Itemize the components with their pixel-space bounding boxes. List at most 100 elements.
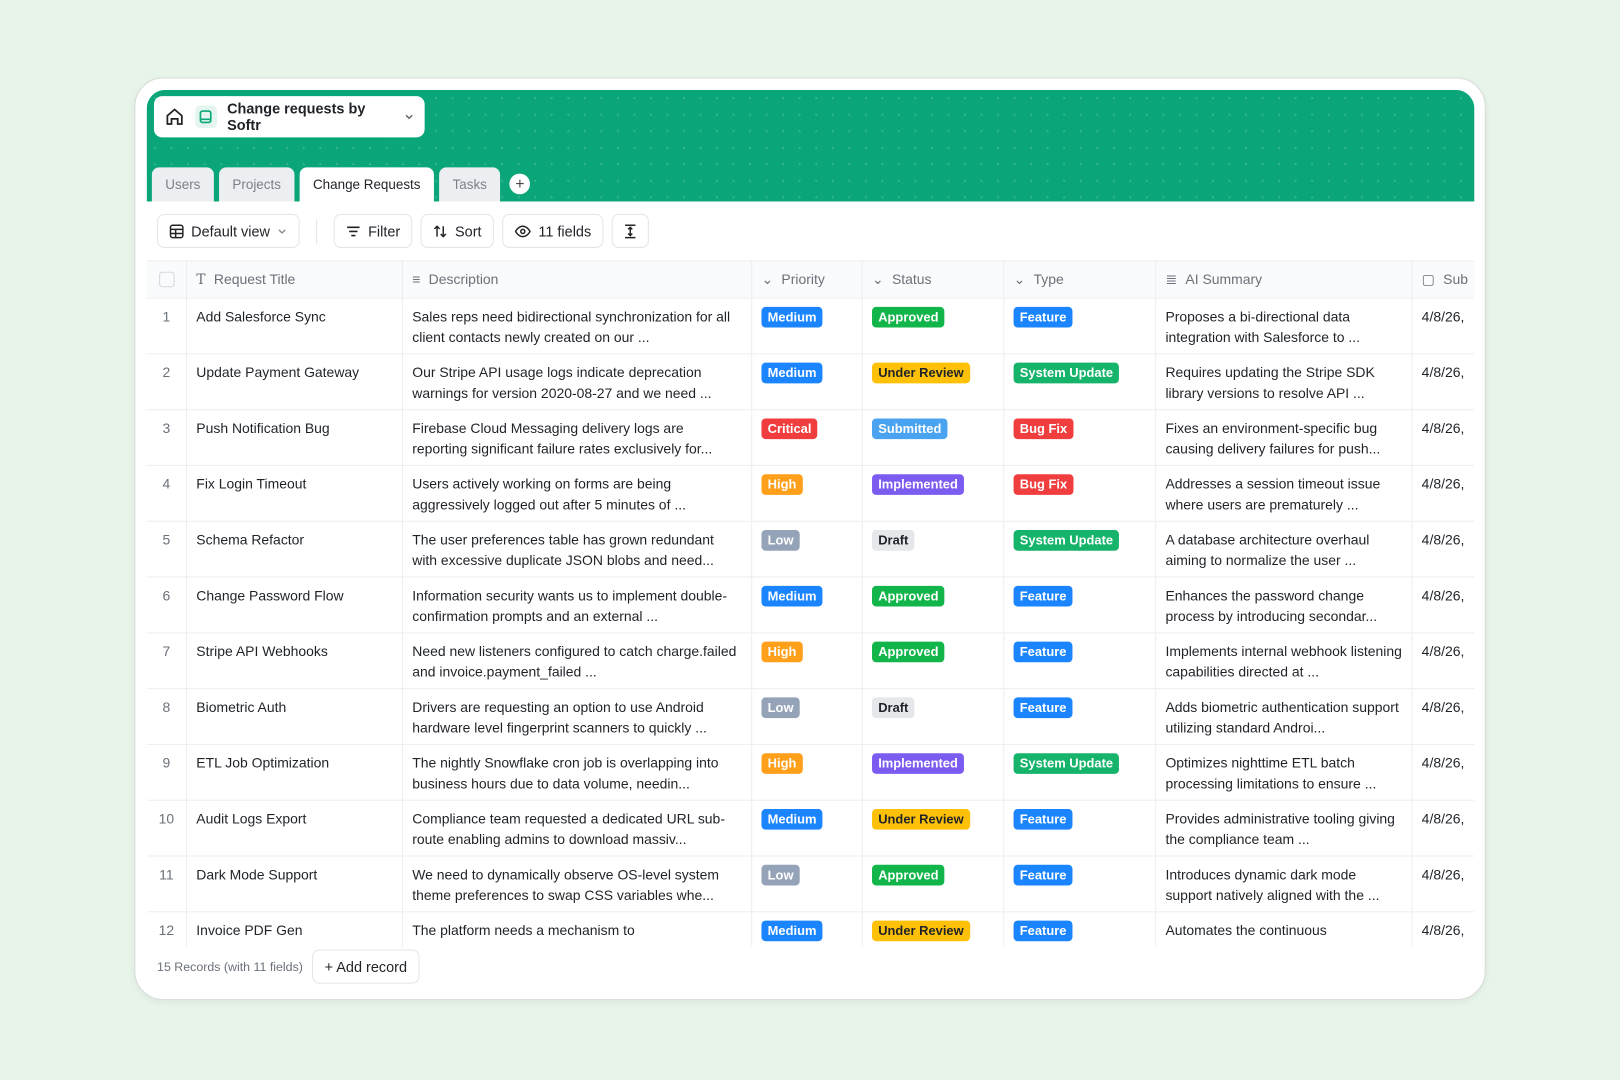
column-header-title[interactable]: T Request Title [187, 261, 403, 298]
description-cell[interactable]: Information security wants us to impleme… [403, 577, 753, 633]
ai-summary-cell[interactable]: Automates the continuous [1156, 912, 1413, 947]
status-cell[interactable]: Submitted [863, 410, 1005, 465]
table-row[interactable]: 3 Push Notification Bug Firebase Cloud M… [146, 410, 1475, 466]
ai-summary-cell[interactable]: Proposes a bi-directional data integrati… [1156, 298, 1413, 354]
ai-summary-cell[interactable]: Addresses a session timeout issue where … [1156, 465, 1413, 521]
ai-summary-cell[interactable]: Adds biometric authentication support ut… [1156, 689, 1413, 744]
add-tab-button[interactable]: + [509, 173, 531, 195]
description-cell[interactable]: The user preferences table has grown red… [403, 521, 753, 577]
status-cell[interactable]: Approved [863, 298, 1005, 354]
request-title-cell[interactable]: Update Payment Gateway [187, 354, 403, 410]
description-cell[interactable]: Firebase Cloud Messaging delivery logs a… [403, 410, 753, 465]
column-header-description[interactable]: ≡ Description [403, 261, 753, 298]
type-cell[interactable]: Feature [1004, 633, 1157, 689]
request-title-cell[interactable]: Change Password Flow [187, 577, 403, 633]
column-header-type[interactable]: ⌄ Type [1004, 261, 1157, 298]
status-cell[interactable]: Approved [863, 856, 1005, 912]
submitted-date-cell[interactable]: 4/8/26, [1421, 699, 1465, 715]
type-cell[interactable]: System Update [1004, 354, 1157, 410]
table-row[interactable]: 6 Change Password Flow Information secur… [146, 577, 1475, 634]
ai-summary-cell[interactable]: Enhances the password change process by … [1156, 577, 1413, 633]
description-cell[interactable]: Sales reps need bidirectional synchroniz… [403, 298, 753, 354]
table-row[interactable]: 10 Audit Logs Export Compliance team req… [146, 800, 1475, 857]
tab-tasks[interactable]: Tasks [439, 167, 501, 202]
filter-button[interactable]: Filter [333, 213, 413, 248]
submitted-date-cell[interactable]: 4/8/26, [1421, 643, 1465, 660]
ai-summary-cell[interactable]: Implements internal webhook listening ca… [1156, 633, 1413, 689]
submitted-date-cell[interactable]: 4/8/26, [1421, 922, 1465, 939]
priority-cell[interactable]: Medium [752, 912, 863, 947]
request-title-cell[interactable]: Dark Mode Support [187, 856, 403, 912]
type-cell[interactable]: Feature [1004, 298, 1157, 354]
status-cell[interactable]: Draft [863, 689, 1005, 744]
ai-summary-cell[interactable]: Fixes an environment-specific bug causin… [1156, 410, 1413, 465]
table-row[interactable]: 2 Update Payment Gateway Our Stripe API … [146, 354, 1475, 411]
fields-button[interactable]: 11 fields [502, 213, 604, 248]
submitted-date-cell[interactable]: 4/8/26, [1421, 420, 1465, 437]
ai-summary-cell[interactable]: A database architecture overhaul aiming … [1156, 521, 1413, 577]
priority-cell[interactable]: Low [752, 689, 863, 744]
app-title[interactable]: Change requests by Softr [227, 100, 366, 134]
priority-cell[interactable]: Critical [752, 410, 863, 465]
status-cell[interactable]: Approved [863, 577, 1005, 633]
request-title-cell[interactable]: Schema Refactor [187, 521, 403, 577]
priority-cell[interactable]: High [752, 465, 863, 521]
request-title-cell[interactable]: Push Notification Bug [187, 410, 403, 465]
row-height-button[interactable] [611, 213, 650, 248]
priority-cell[interactable]: Medium [752, 800, 863, 856]
view-selector[interactable]: Default view [157, 213, 300, 248]
tab-users[interactable]: Users [151, 167, 214, 202]
description-cell[interactable]: Users actively working on forms are bein… [403, 465, 753, 521]
submitted-date-cell[interactable]: 4/8/26, [1421, 364, 1465, 381]
status-cell[interactable]: Draft [863, 521, 1005, 577]
status-cell[interactable]: Under Review [863, 800, 1005, 856]
column-header-ai-summary[interactable]: ≣ AI Summary [1156, 261, 1413, 298]
priority-cell[interactable]: Medium [752, 577, 863, 633]
description-cell[interactable]: We need to dynamically observe OS-level … [403, 856, 753, 912]
type-cell[interactable]: System Update [1004, 521, 1157, 577]
table-row[interactable]: 12 Invoice PDF Gen The platform needs a … [147, 912, 1475, 947]
submitted-date-cell[interactable]: 4/8/26, [1421, 866, 1465, 883]
column-header-priority[interactable]: ⌄ Priority [752, 261, 863, 298]
table-row[interactable]: 5 Schema Refactor The user preferences t… [146, 521, 1475, 578]
request-title-cell[interactable]: Invoice PDF Gen [187, 912, 403, 947]
submitted-date-cell[interactable]: 4/8/26, [1421, 308, 1465, 325]
request-title-cell[interactable]: Biometric Auth [187, 689, 403, 744]
type-cell[interactable]: Feature [1004, 856, 1157, 912]
select-all-checkbox[interactable] [158, 271, 175, 288]
tab-projects[interactable]: Projects [218, 167, 295, 202]
request-title-cell[interactable]: Fix Login Timeout [187, 465, 403, 521]
status-cell[interactable]: Under Review [863, 354, 1005, 410]
request-title-cell[interactable]: Stripe API Webhooks [187, 633, 403, 689]
type-cell[interactable]: System Update [1004, 744, 1157, 800]
description-cell[interactable]: Drivers are requesting an option to use … [403, 689, 753, 744]
priority-cell[interactable]: Medium [752, 354, 863, 410]
submitted-date-cell[interactable]: 4/8/26, [1421, 476, 1465, 492]
type-cell[interactable]: Feature [1004, 912, 1157, 947]
submitted-date-cell[interactable]: 4/8/26, [1421, 532, 1465, 548]
priority-cell[interactable]: Medium [752, 298, 863, 354]
request-title-cell[interactable]: Audit Logs Export [187, 800, 403, 856]
description-cell[interactable]: Need new listeners configured to catch c… [403, 633, 753, 689]
table-row[interactable]: 8 Biometric Auth Drivers are requesting … [146, 689, 1475, 745]
priority-cell[interactable]: High [752, 633, 863, 689]
ai-summary-cell[interactable]: Provides administrative tooling giving t… [1156, 800, 1413, 856]
type-cell[interactable]: Feature [1004, 689, 1157, 744]
request-title-cell[interactable]: Add Salesforce Sync [187, 298, 403, 354]
table-row[interactable]: 7 Stripe API Webhooks Need new listeners… [146, 633, 1475, 690]
table-row[interactable]: 4 Fix Login Timeout Users actively worki… [146, 465, 1475, 522]
sort-button[interactable]: Sort [420, 213, 494, 248]
status-cell[interactable]: Implemented [863, 465, 1005, 521]
priority-cell[interactable]: Low [752, 856, 863, 912]
priority-cell[interactable]: High [752, 744, 863, 800]
ai-summary-cell[interactable]: Optimizes nighttime ETL batch processing… [1156, 744, 1413, 800]
ai-summary-cell[interactable]: Requires updating the Stripe SDK library… [1156, 354, 1413, 410]
table-row[interactable]: 11 Dark Mode Support We need to dynamica… [146, 856, 1475, 913]
home-icon[interactable] [164, 106, 185, 127]
submitted-date-cell[interactable]: 4/8/26, [1421, 755, 1465, 771]
ai-summary-cell[interactable]: Introduces dynamic dark mode support nat… [1156, 856, 1413, 912]
submitted-date-cell[interactable]: 4/8/26, [1421, 811, 1465, 827]
priority-cell[interactable]: Low [752, 521, 863, 577]
table-row[interactable]: 1 Add Salesforce Sync Sales reps need bi… [146, 298, 1475, 355]
description-cell[interactable]: The nightly Snowflake cron job is overla… [403, 744, 753, 800]
